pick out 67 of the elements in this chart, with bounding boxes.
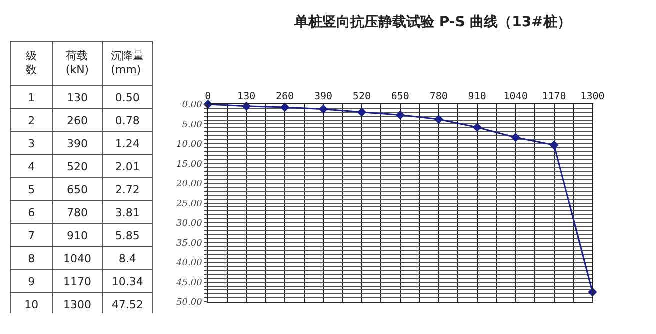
text: 650 (67, 184, 88, 197)
point (357, 108, 367, 117)
y-tick-label: 15.00 (176, 160, 203, 170)
y-tick-label: 5.00 (182, 120, 203, 130)
y-tick-label: 35.00 (176, 238, 203, 249)
text: 7 (28, 230, 36, 243)
point (280, 102, 290, 112)
y-tick-label: 20.00 (176, 180, 203, 190)
text: 5 (28, 184, 36, 197)
point (472, 123, 482, 132)
text: 3.81 (115, 206, 140, 220)
x-tick-label: 1300 (580, 91, 605, 102)
text: 0.78 (115, 114, 140, 128)
text: 数 (26, 64, 38, 77)
text: 8 (28, 252, 36, 266)
point (242, 102, 252, 111)
x-tick-label: 520 (352, 91, 371, 102)
text: 8.4 (118, 252, 136, 266)
x-tick-label: 1040 (504, 91, 528, 102)
text: 2.72 (115, 184, 140, 197)
x-tick-label: 910 (468, 91, 486, 102)
x-tick-label: 1170 (542, 91, 566, 102)
text: 荷载 (66, 49, 88, 62)
x-tick-label: 0 (205, 91, 212, 102)
point (550, 140, 559, 150)
x-tick-label: 260 (276, 91, 294, 102)
text: 0.50 (115, 92, 140, 105)
y-tick-label: 45.00 (176, 278, 203, 288)
text: 1 (28, 92, 36, 105)
text: 520 (67, 160, 88, 174)
text: 780 (67, 206, 88, 220)
text: 6 (28, 206, 36, 220)
text: 2 (28, 114, 36, 128)
text: 910 (67, 230, 88, 243)
text: 10.34 (112, 276, 144, 289)
x-tick-label: 130 (238, 91, 256, 102)
text: (kN) (66, 64, 90, 77)
point (318, 104, 328, 114)
text: 1040 (64, 252, 92, 266)
text: 10 (24, 298, 39, 312)
text: 3 (28, 138, 36, 151)
text: 1.24 (115, 138, 140, 151)
text: 级 (26, 49, 38, 62)
y-tick-label: 40.00 (176, 258, 203, 269)
chart-title: 单桩竖向抗压静载试验 P-S 曲线（13#桩） (294, 14, 572, 30)
x-tick-label: 390 (314, 91, 333, 102)
y-tick-label: 0.00 (182, 100, 203, 111)
y-tick-label: 25.00 (176, 199, 203, 210)
y-tick-label: 50.00 (176, 298, 203, 308)
text: 1170 (64, 276, 92, 289)
x-tick-label: 780 (430, 91, 448, 102)
text: 1300 (64, 298, 92, 312)
y-tick-label: 10.00 (176, 140, 203, 150)
point (434, 114, 444, 124)
point (511, 133, 520, 142)
text: 2.01 (115, 160, 140, 174)
x-tick-label: 650 (391, 91, 410, 102)
point (396, 110, 405, 120)
text: 260 (67, 114, 88, 128)
y-tick-label: 30.00 (176, 219, 203, 230)
text: 9 (28, 276, 36, 289)
text: 5.85 (115, 230, 140, 243)
text: 4 (28, 160, 36, 174)
text: 47.52 (112, 298, 144, 312)
text: 390 (67, 138, 88, 151)
text: 沉降量 (111, 49, 144, 62)
text: (mm) (111, 64, 142, 77)
